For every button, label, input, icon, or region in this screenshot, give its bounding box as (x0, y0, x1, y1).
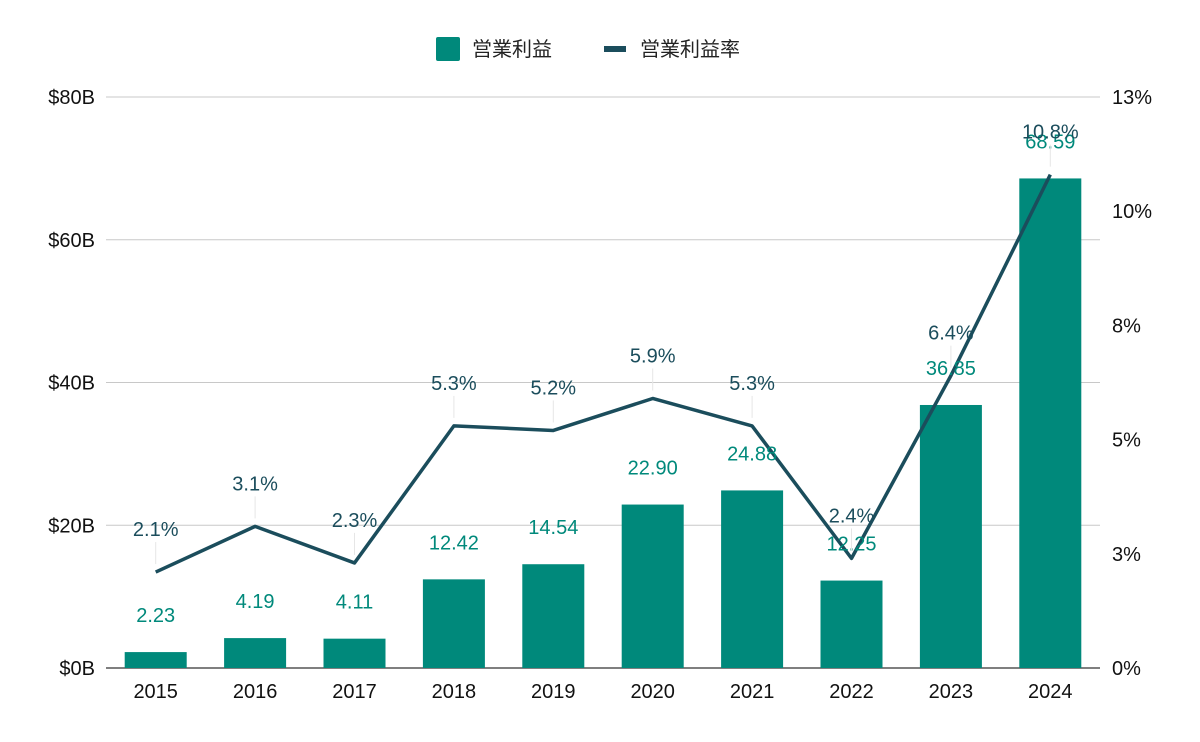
x-tick-label: 2018 (432, 681, 477, 703)
x-tick-label: 2017 (332, 681, 377, 703)
bar (522, 564, 585, 668)
line-path (154, 173, 1052, 574)
legend-bar-label: 営業利益 (472, 38, 552, 61)
x-tick-label: 2016 (233, 681, 278, 703)
x-tick-label: 2019 (531, 681, 576, 703)
x-tick-label: 2024 (1028, 681, 1073, 703)
bar-data-label: 68.59 (1025, 131, 1075, 153)
bar-data-label: 24.88 (727, 443, 777, 465)
bar-data-label: 36.85 (926, 358, 976, 380)
bar (1019, 178, 1082, 668)
line-data-label: 5.2% (531, 377, 577, 399)
line-data-label: 6.4% (928, 323, 974, 345)
bar (919, 404, 982, 668)
legend: 営業利益 営業利益率 (436, 37, 740, 61)
bar (422, 579, 485, 668)
line-data-label: 10.8% (1022, 122, 1079, 144)
bar (224, 638, 287, 668)
bar (621, 504, 684, 668)
right-y-axis: 0% 3% 5% 8% 10% 13% (1112, 87, 1152, 680)
legend-line-label: 営業利益率 (640, 38, 740, 61)
x-tick-label: 2015 (133, 681, 178, 703)
bar (721, 490, 784, 668)
line-data-label: 2.3% (332, 510, 378, 532)
legend-bar-swatch (436, 37, 460, 61)
right-y-tick-label: 5% (1112, 430, 1141, 452)
bar-data-label: 14.54 (528, 517, 578, 539)
left-y-tick-label: $20B (48, 515, 95, 537)
bar (124, 652, 187, 668)
right-y-tick-label: 13% (1112, 87, 1152, 109)
left-y-tick-label: $60B (48, 230, 95, 252)
bar (323, 638, 386, 668)
line-data-label: 5.3% (431, 373, 477, 395)
bar-data-labels: 2.234.19 4.1112.4214.5422.9024.8812.2536.… (136, 131, 1075, 627)
x-axis: 2015 2016 2017 2018 2019 2020 2021 2022 2023 2024 (133, 681, 1072, 703)
bar-data-label: 2.23 (136, 605, 175, 627)
line-data-labels: 2.1% 3.1% 2.3% 5.3% 5.2% 5.9% 5.3% 2.4% 6.4% 10.8… (133, 122, 1079, 565)
bar-data-label: 12.42 (429, 532, 479, 554)
left-y-tick-label: $40B (48, 373, 95, 395)
line-data-label: 2.4% (829, 505, 875, 527)
bar-data-label: 4.19 (236, 591, 275, 613)
line-data-label: 5.9% (630, 345, 676, 367)
left-y-tick-label: $80B (48, 87, 95, 109)
line-data-label: 3.1% (232, 473, 278, 495)
x-tick-label: 2020 (630, 681, 675, 703)
bar-data-label: 22.90 (628, 458, 678, 480)
bar (820, 580, 883, 668)
x-tick-label: 2023 (929, 681, 974, 703)
line-data-label: 2.1% (133, 519, 179, 541)
right-y-tick-label: 8% (1112, 315, 1141, 337)
left-y-axis: $0B $20B $40B $60B $80B (48, 87, 95, 680)
x-tick-label: 2022 (829, 681, 874, 703)
left-y-tick-label: $0B (59, 658, 95, 680)
legend-line-swatch (604, 46, 626, 52)
line-series (154, 173, 1052, 574)
right-y-tick-label: 0% (1112, 658, 1141, 680)
legend-item-line: 営業利益率 (604, 38, 740, 61)
line-data-label: 5.3% (729, 373, 775, 395)
right-y-tick-label: 10% (1112, 201, 1152, 223)
right-y-tick-label: 3% (1112, 544, 1141, 566)
bar-data-label: 4.11 (336, 592, 373, 614)
bar-series (124, 178, 1082, 668)
x-tick-label: 2021 (730, 681, 775, 703)
legend-item-bar: 営業利益 (436, 37, 552, 61)
